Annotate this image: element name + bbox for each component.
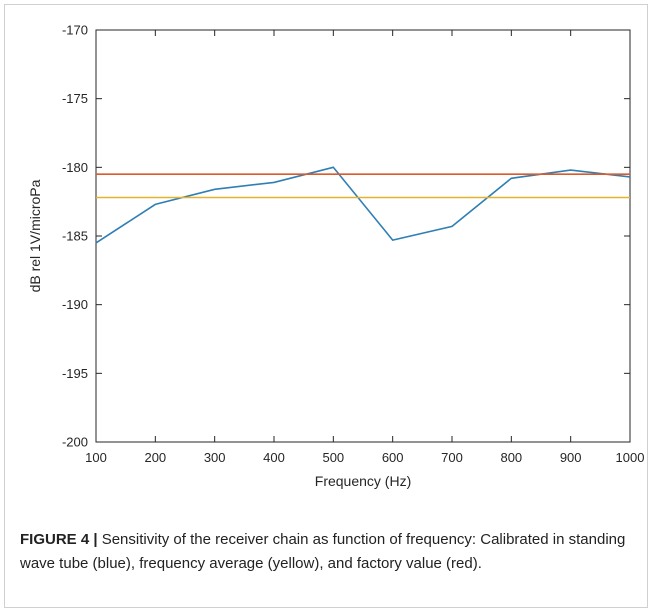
- y-tick-label: -195: [62, 366, 88, 381]
- x-tick-label: 200: [144, 450, 166, 465]
- y-tick-label: -180: [62, 160, 88, 175]
- x-tick-label: 100: [85, 450, 107, 465]
- figure-caption: FIGURE 4 | Sensitivity of the receiver c…: [20, 528, 630, 576]
- y-axis-label: dB rel 1V/microPa: [27, 179, 43, 292]
- y-tick-label: -200: [62, 435, 88, 450]
- tick-labels: 100 200 300 400 500 600 700 800 900 1000 -200 -195 -…: [62, 23, 644, 466]
- x-tick-label: 600: [382, 450, 404, 465]
- caption-label: FIGURE 4 |: [20, 531, 98, 548]
- x-tick-label: 1000: [616, 450, 645, 465]
- x-axis-label: Frequency (Hz): [315, 473, 411, 489]
- series-lines: [95, 166, 631, 244]
- y-tick-label: -190: [62, 297, 88, 312]
- x-tick-label: 300: [204, 450, 226, 465]
- y-tick-label: -170: [62, 23, 88, 38]
- y-tick-label: -175: [62, 91, 88, 106]
- x-tick-label: 800: [500, 450, 522, 465]
- x-tick-label: 700: [441, 450, 463, 465]
- caption-text: Sensitivity of the receiver chain as fun…: [20, 531, 626, 572]
- tick-marks: [95, 29, 631, 443]
- chart: 100 200 300 400 500 600 700 800 900 1000 -200 -195 -…: [27, 23, 644, 490]
- y-tick-label: -185: [62, 229, 88, 244]
- x-tick-label: 500: [322, 450, 344, 465]
- plot-area: [95, 29, 631, 443]
- x-tick-label: 900: [560, 450, 582, 465]
- x-tick-label: 400: [263, 450, 285, 465]
